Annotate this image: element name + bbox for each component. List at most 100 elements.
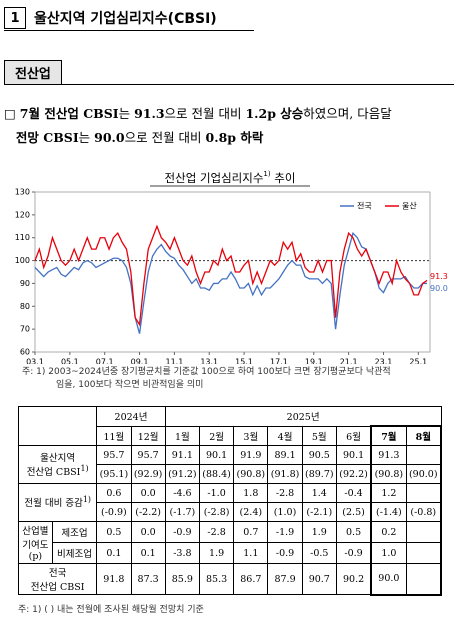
x-tick-label: 23.1 <box>375 358 393 365</box>
cell: 0.2 <box>370 521 407 543</box>
cell: 1.0 <box>370 542 407 564</box>
cell: (90.0) <box>405 464 442 484</box>
x-tick-label: 11.1 <box>165 358 183 365</box>
series-line <box>34 231 428 334</box>
series-line <box>34 224 428 327</box>
cell: -4.6 <box>164 483 200 503</box>
cell: 90.2 <box>335 563 372 595</box>
row-header: 제조업 <box>51 521 98 543</box>
x-tick-label: 09.1 <box>131 358 149 365</box>
month-header: 1월 <box>164 425 200 446</box>
x-tick-label: 13.1 <box>200 358 218 365</box>
cell: (92.9) <box>130 464 166 484</box>
row-label: 전산업 CBSI <box>30 582 85 593</box>
paragraph: □ 7월 전산업 CBSI는 91.3으로 전월 대비 1.2p 상승하였으며,… <box>4 102 456 150</box>
y-tick-label: 120 <box>15 210 30 219</box>
cell: (-2.8) <box>198 502 235 522</box>
x-tick-label: 07.1 <box>96 358 114 365</box>
y-tick-label: 60 <box>20 348 30 357</box>
cell <box>405 483 442 503</box>
text: 는 <box>118 106 135 121</box>
cell: 87.9 <box>267 563 303 595</box>
text: 1.2p 상승 <box>245 106 304 121</box>
note: 주: 1) 2003~2024년중 장기평균치를 기준값 100으로 하여 10… <box>22 367 391 377</box>
cell: 95.7 <box>130 445 166 465</box>
row-header: 비제조업 <box>51 542 98 564</box>
x-tick-label: 21.1 <box>340 358 358 365</box>
y-tick-label: 90 <box>20 279 30 288</box>
cell: -0.4 <box>335 483 372 503</box>
cell: -1.0 <box>198 483 235 503</box>
footnote-mark: 1) <box>82 495 91 505</box>
cell: -2.8 <box>267 483 303 503</box>
header-row: 11월 12월 1월 2월 3월 4월 5월 6월 7월 8월 <box>19 425 442 446</box>
cell: -3.8 <box>164 542 200 564</box>
legend-label: 전국 <box>357 201 372 211</box>
cell: 0.0 <box>130 483 166 503</box>
cell: (-1.4) <box>370 502 407 522</box>
cell: 0.7 <box>233 521 269 543</box>
cell: 85.3 <box>198 563 235 595</box>
month-header: 6월 <box>335 425 372 446</box>
cell: 0.5 <box>335 521 372 543</box>
cell: 89.1 <box>267 445 303 465</box>
cell: 90.5 <box>301 445 337 465</box>
month-header: 8월 <box>405 425 442 446</box>
text: 91.3 <box>134 106 165 121</box>
cell: 1.1 <box>233 542 269 564</box>
cell: (88.4) <box>198 464 235 484</box>
row-label: 산업별 <box>22 526 49 537</box>
y-tick-label: 80 <box>20 302 30 311</box>
table-row: 울산지역 전산업 CBSI1) 95.7 95.7 91.1 90.1 91.9 89.1 90… <box>17 445 442 484</box>
table-note: 주: 1) ( ) 내는 전월에 조사된 해당월 전망치 기준 <box>18 605 204 615</box>
cell: (91.2) <box>164 464 200 484</box>
cell: (-0.9) <box>96 502 132 522</box>
y-tick-label: 100 <box>15 256 30 265</box>
cell: 90.1 <box>335 445 372 465</box>
x-tick-label: 03.1 <box>26 358 44 365</box>
text: 전망 CBSI <box>15 130 79 145</box>
row-label: 전산업 CBSI <box>26 467 81 479</box>
cell: 91.3 <box>370 445 407 465</box>
x-tick-label: 17.1 <box>270 358 288 365</box>
cell <box>405 521 442 543</box>
cell: (89.7) <box>301 464 337 484</box>
footnote-mark: 1) <box>80 464 89 474</box>
table: 2024년 2025년 11월 12월 1월 2월 3월 4월 5월 6월 7월 8월 울산지역 전산업 … <box>17 406 442 596</box>
header-number: 1 <box>4 7 26 29</box>
cell <box>405 542 442 564</box>
cell: (90.8) <box>370 464 407 484</box>
x-tick-label: 19.1 <box>305 358 323 365</box>
y-tick-label: 70 <box>20 325 30 334</box>
cell: 1.9 <box>301 521 337 543</box>
month-header: 12월 <box>130 425 166 446</box>
text: 으로 전월 대비 <box>124 130 206 145</box>
month-header: 4월 <box>267 425 303 446</box>
chart-title-text: 전산업 기업심리지수 <box>165 171 264 185</box>
corner <box>17 406 98 446</box>
y-tick-label: 130 <box>15 188 30 197</box>
cell: (-1.7) <box>164 502 200 522</box>
table-row: 산업별 기여도 (p) 제조업 0.5 0.0 -0.9 -2.8 0.7 -1.9 1.9 0.5 0… <box>18 521 442 564</box>
text: 90.0 <box>94 130 125 145</box>
text: 0.8p 하락 <box>205 130 264 145</box>
y-tick-label: 110 <box>15 233 30 242</box>
plot-area <box>34 191 431 353</box>
row-label: (p) <box>28 551 43 562</box>
cell <box>405 445 442 465</box>
cell: 1.8 <box>233 483 269 503</box>
cell: 90.0 <box>370 563 407 596</box>
legend-label: 울산 <box>402 201 417 211</box>
cell: 0.5 <box>96 521 132 543</box>
cell: 95.7 <box>96 445 132 465</box>
x-tick-label: 25.1 <box>409 358 427 365</box>
month-header: 11월 <box>96 425 132 446</box>
cell: 0.1 <box>96 542 132 564</box>
cell: (95.1) <box>96 464 132 484</box>
row-label: 울산지역 <box>40 453 76 465</box>
month-header: 3월 <box>233 425 269 446</box>
table-row: 비제조업 0.1 0.1 -3.8 1.9 1.1 -0.9 -0.5 -0.9 1.0 <box>19 542 442 564</box>
row-label: 전월 대비 증감 <box>24 498 83 510</box>
